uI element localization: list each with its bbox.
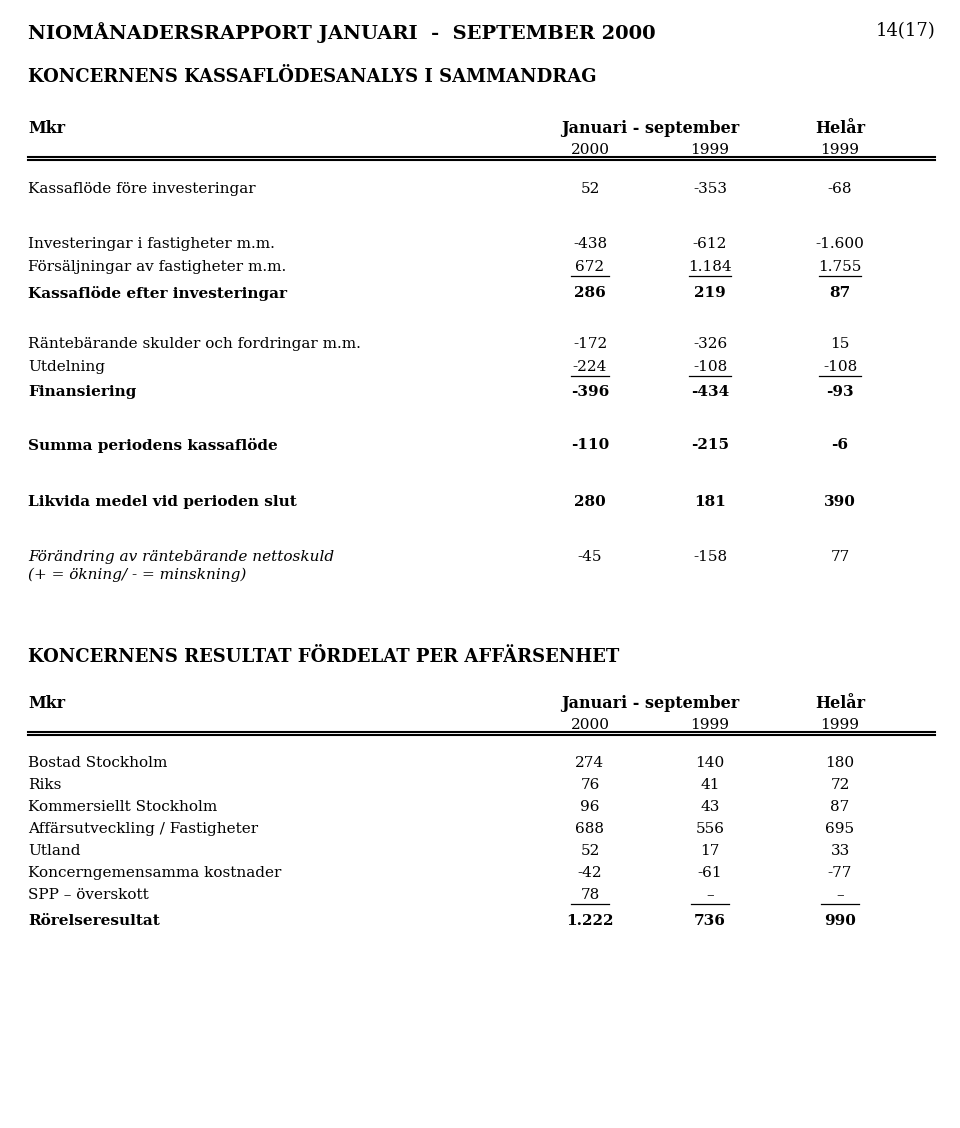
- Text: 556: 556: [695, 822, 725, 836]
- Text: Affärsutveckling / Fastigheter: Affärsutveckling / Fastigheter: [28, 822, 258, 836]
- Text: 990: 990: [824, 914, 856, 928]
- Text: 1999: 1999: [690, 719, 730, 732]
- Text: 52: 52: [580, 844, 600, 858]
- Text: Investeringar i fastigheter m.m.: Investeringar i fastigheter m.m.: [28, 237, 275, 252]
- Text: -61: -61: [698, 866, 722, 880]
- Text: 76: 76: [580, 778, 600, 792]
- Text: 96: 96: [580, 800, 600, 814]
- Text: -6: -6: [831, 438, 849, 452]
- Text: SPP – överskott: SPP – överskott: [28, 888, 149, 902]
- Text: Riks: Riks: [28, 778, 61, 792]
- Text: Räntebärande skulder och fordringar m.m.: Räntebärande skulder och fordringar m.m.: [28, 337, 361, 351]
- Text: Utdelning: Utdelning: [28, 360, 105, 374]
- Text: -612: -612: [693, 237, 727, 252]
- Text: 390: 390: [824, 495, 856, 509]
- Text: -108: -108: [823, 360, 857, 374]
- Text: 140: 140: [695, 756, 725, 770]
- Text: 77: 77: [830, 550, 850, 564]
- Text: 2000: 2000: [570, 719, 610, 732]
- Text: 72: 72: [830, 778, 850, 792]
- Text: Försäljningar av fastigheter m.m.: Försäljningar av fastigheter m.m.: [28, 259, 286, 274]
- Text: 286: 286: [574, 287, 606, 300]
- Text: Utland: Utland: [28, 844, 81, 858]
- Text: Kommersiellt Stockholm: Kommersiellt Stockholm: [28, 800, 217, 814]
- Text: Helår: Helår: [815, 695, 865, 712]
- Text: -353: -353: [693, 182, 727, 196]
- Text: Kassaflöde före investeringar: Kassaflöde före investeringar: [28, 182, 255, 196]
- Text: -110: -110: [571, 438, 610, 452]
- Text: Mkr: Mkr: [28, 120, 65, 136]
- Text: Förändring av räntebärande nettoskuld: Förändring av räntebärande nettoskuld: [28, 550, 334, 564]
- Text: 87: 87: [830, 800, 850, 814]
- Text: Koncerngemensamma kostnader: Koncerngemensamma kostnader: [28, 866, 281, 880]
- Text: Mkr: Mkr: [28, 695, 65, 712]
- Text: 15: 15: [830, 337, 850, 351]
- Text: –: –: [836, 888, 844, 902]
- Text: 1.222: 1.222: [566, 914, 613, 928]
- Text: -434: -434: [691, 385, 730, 399]
- Text: 181: 181: [694, 495, 726, 509]
- Text: –: –: [707, 888, 714, 902]
- Text: (+ = ökning/ - = minskning): (+ = ökning/ - = minskning): [28, 569, 247, 582]
- Text: Likvida medel vid perioden slut: Likvida medel vid perioden slut: [28, 495, 297, 509]
- Text: -93: -93: [827, 385, 853, 399]
- Text: Rörelseresultat: Rörelseresultat: [28, 914, 159, 928]
- Text: 33: 33: [830, 844, 850, 858]
- Text: 672: 672: [575, 259, 605, 274]
- Text: Finansiering: Finansiering: [28, 385, 136, 399]
- Text: -326: -326: [693, 337, 727, 351]
- Text: 180: 180: [826, 756, 854, 770]
- Text: 1.755: 1.755: [818, 259, 862, 274]
- Text: 17: 17: [700, 844, 720, 858]
- Text: 688: 688: [575, 822, 605, 836]
- Text: 41: 41: [700, 778, 720, 792]
- Text: 736: 736: [694, 914, 726, 928]
- Text: 1999: 1999: [690, 143, 730, 157]
- Text: KONCERNENS RESULTAT FÖRDELAT PER AFFÄRSENHET: KONCERNENS RESULTAT FÖRDELAT PER AFFÄRSE…: [28, 647, 619, 666]
- Text: 1.184: 1.184: [688, 259, 732, 274]
- Text: Helår: Helår: [815, 120, 865, 136]
- Text: -1.600: -1.600: [816, 237, 864, 252]
- Text: 78: 78: [581, 888, 600, 902]
- Text: -224: -224: [573, 360, 607, 374]
- Text: Bostad Stockholm: Bostad Stockholm: [28, 756, 167, 770]
- Text: 14(17): 14(17): [876, 23, 935, 39]
- Text: -396: -396: [571, 385, 610, 399]
- Text: Summa periodens kassaflöde: Summa periodens kassaflöde: [28, 438, 277, 453]
- Text: 1999: 1999: [821, 719, 859, 732]
- Text: -215: -215: [691, 438, 729, 452]
- Text: -42: -42: [578, 866, 602, 880]
- Text: -77: -77: [828, 866, 852, 880]
- Text: Januari - september: Januari - september: [561, 120, 739, 136]
- Text: 274: 274: [575, 756, 605, 770]
- Text: 219: 219: [694, 287, 726, 300]
- Text: -68: -68: [828, 182, 852, 196]
- Text: 43: 43: [700, 800, 720, 814]
- Text: NIOMÅNADERSRAPPORT JANUARI  -  SEPTEMBER 2000: NIOMÅNADERSRAPPORT JANUARI - SEPTEMBER 2…: [28, 23, 656, 43]
- Text: Januari - september: Januari - september: [561, 695, 739, 712]
- Text: 280: 280: [574, 495, 606, 509]
- Text: Kassaflöde efter investeringar: Kassaflöde efter investeringar: [28, 287, 287, 301]
- Text: 87: 87: [829, 287, 851, 300]
- Text: 52: 52: [580, 182, 600, 196]
- Text: -172: -172: [573, 337, 607, 351]
- Text: 695: 695: [826, 822, 854, 836]
- Text: -45: -45: [578, 550, 602, 564]
- Text: -438: -438: [573, 237, 607, 252]
- Text: 2000: 2000: [570, 143, 610, 157]
- Text: 1999: 1999: [821, 143, 859, 157]
- Text: KONCERNENS KASSAFLÖDESANALYS I SAMMANDRAG: KONCERNENS KASSAFLÖDESANALYS I SAMMANDRA…: [28, 68, 596, 86]
- Text: -158: -158: [693, 550, 727, 564]
- Text: -108: -108: [693, 360, 727, 374]
